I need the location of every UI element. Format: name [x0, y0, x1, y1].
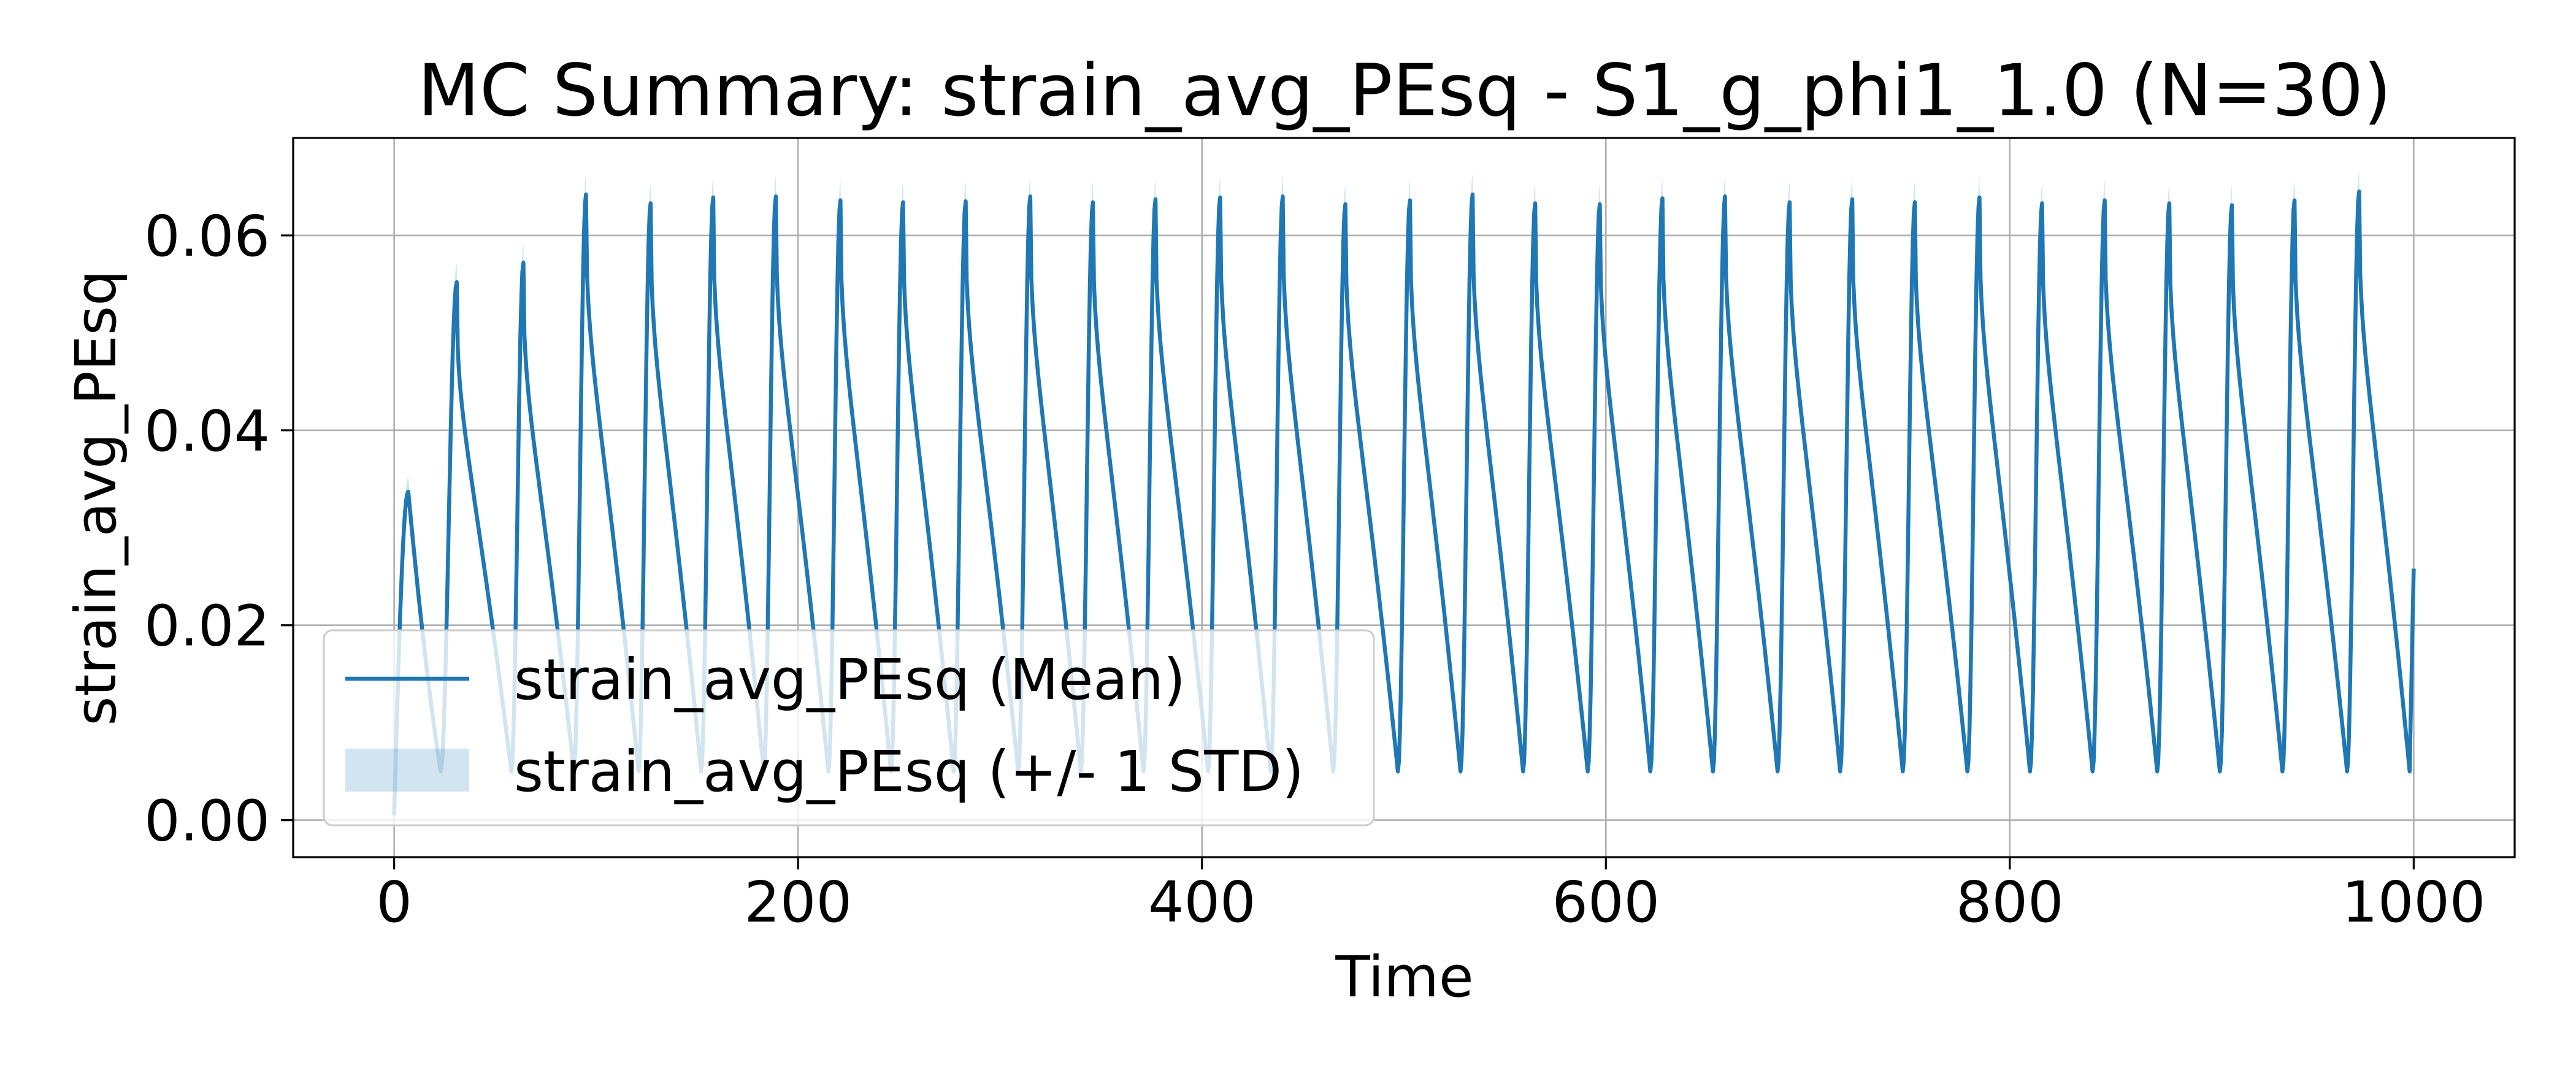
legend: strain_avg_PEsq (Mean) strain_avg_PEsq (… — [323, 629, 1375, 827]
y-tick-label: 0.00 — [144, 789, 270, 854]
x-tick-label: 0 — [376, 869, 412, 935]
y-tick-label: 0.04 — [144, 399, 270, 464]
x-tick-label: 400 — [1148, 869, 1256, 935]
legend-box — [323, 629, 1375, 827]
y-ticks: 0.00 0.02 0.04 0.06 — [144, 204, 293, 854]
x-tick-label: 600 — [1552, 869, 1660, 935]
x-ticks: 0 200 400 600 800 1000 — [376, 857, 2485, 935]
plot-area — [392, 170, 2416, 820]
y-axis-label: strain_avg_PEsq — [63, 270, 129, 725]
legend-band-swatch — [345, 749, 469, 792]
mean-line — [392, 189, 2416, 815]
axes-frame — [292, 137, 2516, 858]
y-tick-label: 0.06 — [144, 204, 270, 269]
y-tick-label: 0.02 — [144, 594, 270, 659]
legend-band-label: strain_avg_PEsq (+/- 1 STD) — [514, 739, 1304, 804]
x-tick-label: 800 — [1956, 869, 2064, 935]
x-tick-label: 200 — [744, 869, 852, 935]
x-axis-label: Time — [1335, 944, 1473, 1010]
legend-mean-label: strain_avg_PEsq (Mean) — [514, 647, 1186, 712]
chart-title: MC Summary: strain_avg_PEsq - S1_g_phi1_… — [418, 48, 2391, 132]
x-tick-label: 1000 — [2342, 869, 2485, 935]
